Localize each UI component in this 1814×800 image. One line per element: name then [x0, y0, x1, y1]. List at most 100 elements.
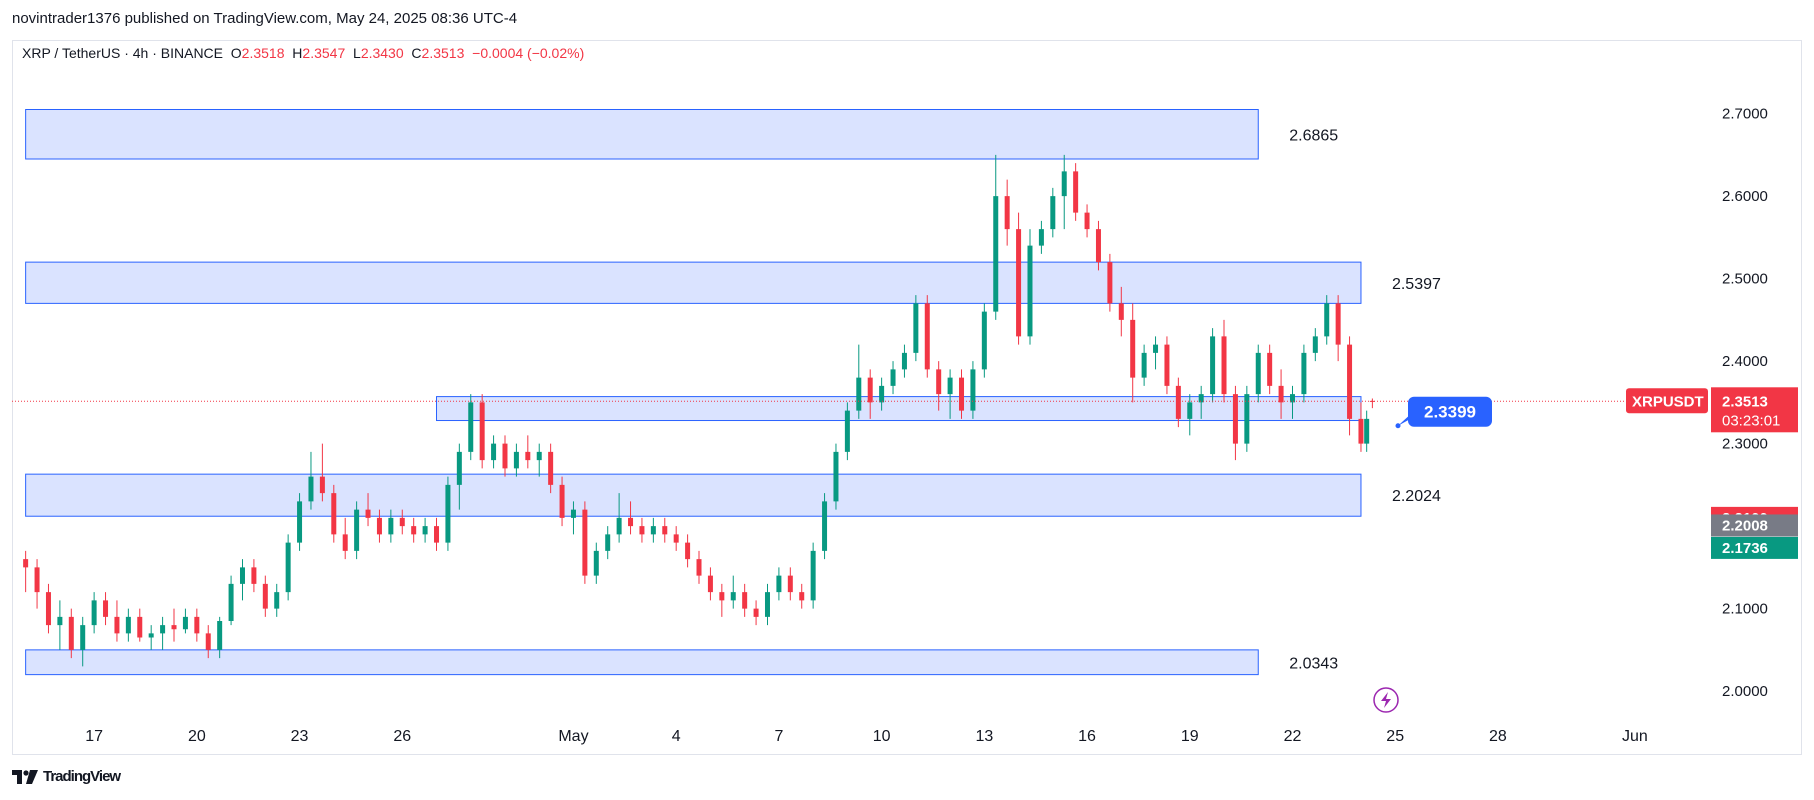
candle-body-56	[662, 526, 668, 535]
candle-body-45	[536, 451, 542, 461]
price-label-1: 2.2008	[1722, 517, 1768, 534]
zone-rect-1	[25, 261, 1362, 304]
symbol-line[interactable]: XRP / TetherUS · 4h · BINANCE	[22, 45, 223, 61]
candle-body-111	[1289, 394, 1295, 403]
high-value: 2.3547	[302, 45, 346, 61]
candle-body-78	[913, 303, 919, 353]
x-tick-2: 23	[291, 728, 309, 745]
candle-body-34	[411, 526, 417, 535]
candle-body-41	[491, 443, 497, 461]
candle-body-98	[1141, 352, 1147, 378]
candle-body-15	[194, 616, 200, 634]
y-tick-3: 2.4000	[1722, 353, 1768, 370]
x-tick-3: 26	[393, 728, 411, 745]
candle-body-62	[730, 592, 736, 601]
candle-body-86	[1004, 196, 1010, 230]
candle-body-71	[833, 451, 839, 502]
open-label: O	[230, 45, 242, 61]
candle-body-27	[331, 493, 337, 535]
candle-body-7	[103, 600, 109, 617]
x-tick-12: 25	[1386, 728, 1404, 745]
last-price-countdown: 03:23:01	[1722, 412, 1780, 429]
candle-body-40	[479, 402, 485, 461]
candle-body-116	[1347, 344, 1353, 419]
x-tick-11: 22	[1284, 728, 1302, 745]
candle-body-99	[1153, 344, 1159, 353]
x-tick-8: 13	[975, 728, 993, 745]
candle-body-3	[57, 616, 63, 626]
zone-label-4: 2.0343	[1289, 655, 1338, 672]
candle-body-58	[685, 542, 691, 560]
last-price-bg	[1711, 387, 1798, 433]
candle-body-80	[936, 369, 942, 395]
candle-body-54	[639, 526, 645, 535]
candle-body-65	[764, 592, 770, 617]
zone-rect-0	[25, 109, 1259, 160]
chart-frame	[12, 40, 1802, 755]
callout-anchor-dot	[1395, 423, 1401, 429]
footer-brand-text: TradingView	[43, 768, 121, 785]
candle-body-37	[445, 484, 451, 543]
candle-body-35	[422, 526, 428, 535]
candle-body-8	[114, 616, 120, 634]
callout-label: 2.3399	[1424, 403, 1476, 422]
candle-body-95	[1107, 262, 1113, 304]
candle-body-30	[365, 509, 371, 518]
candle-body-93	[1084, 212, 1090, 230]
candle-body-24	[297, 501, 303, 543]
zone-label-0: 2.6865	[1289, 127, 1338, 144]
zones-layer: 2.6865 2.5397 2.2024 2.0343	[25, 109, 1441, 676]
candle-body-106	[1232, 394, 1238, 444]
candle-body-83	[970, 369, 976, 411]
candle-body-100	[1164, 344, 1170, 386]
candle-body-73	[856, 377, 862, 411]
candle-body-81	[947, 377, 953, 395]
candle-body-52	[616, 517, 622, 535]
candle-body-25	[308, 476, 314, 502]
lightning-icon-ring	[1373, 687, 1399, 713]
price-label-2: 2.1736	[1722, 540, 1768, 557]
candle-body-70	[822, 501, 828, 551]
candle-body-92	[1073, 171, 1079, 213]
candle-body-11	[148, 633, 154, 638]
close-label: C	[411, 45, 422, 61]
candle-body-47	[559, 484, 565, 518]
last-price-value: 2.3513	[1722, 393, 1768, 410]
candle-body-105	[1221, 336, 1227, 395]
candle-body-28	[342, 534, 348, 551]
candle-body-97	[1130, 319, 1136, 378]
candle-body-104	[1210, 336, 1216, 395]
x-tick-6: 7	[774, 728, 783, 745]
candle-body-51	[605, 534, 611, 551]
candle-body-31	[376, 517, 382, 535]
candle-body-90	[1050, 196, 1056, 230]
candle-body-87	[1016, 229, 1022, 337]
y-tick-6: 2.0000	[1722, 683, 1768, 700]
candle-body-17	[217, 621, 223, 650]
symbol-tag: XRPUSDT	[1632, 393, 1704, 410]
candles-layer	[23, 154, 1375, 667]
candle-body-14	[182, 616, 188, 630]
tradingview-logo-icon	[12, 769, 38, 784]
x-tick-1: 20	[188, 728, 206, 745]
candle-body-13	[171, 625, 177, 630]
candle-body-16	[205, 633, 211, 650]
low-label: L	[353, 45, 361, 61]
price-label-bg-1	[1711, 514, 1798, 537]
candle-body-115	[1335, 303, 1341, 345]
candle-body-77	[901, 352, 907, 370]
candle-body-84	[981, 311, 987, 370]
candle-body-91	[1061, 171, 1067, 197]
high-label: H	[292, 45, 303, 61]
footer-brand: TradingView	[12, 768, 121, 785]
close-value: 2.3513	[421, 45, 465, 61]
low-value: 2.3430	[360, 45, 404, 61]
candle-body-53	[628, 517, 634, 527]
candle-body-89	[1038, 229, 1044, 246]
axis-layer: 2.7000 2.6000 2.5000 2.4000 2.3000 2.1000 2.00…	[85, 106, 1768, 745]
candle-body-20	[251, 567, 257, 584]
candle-body-48	[570, 509, 576, 518]
x-tick-5: 4	[672, 728, 681, 745]
candle-body-26	[319, 476, 325, 494]
